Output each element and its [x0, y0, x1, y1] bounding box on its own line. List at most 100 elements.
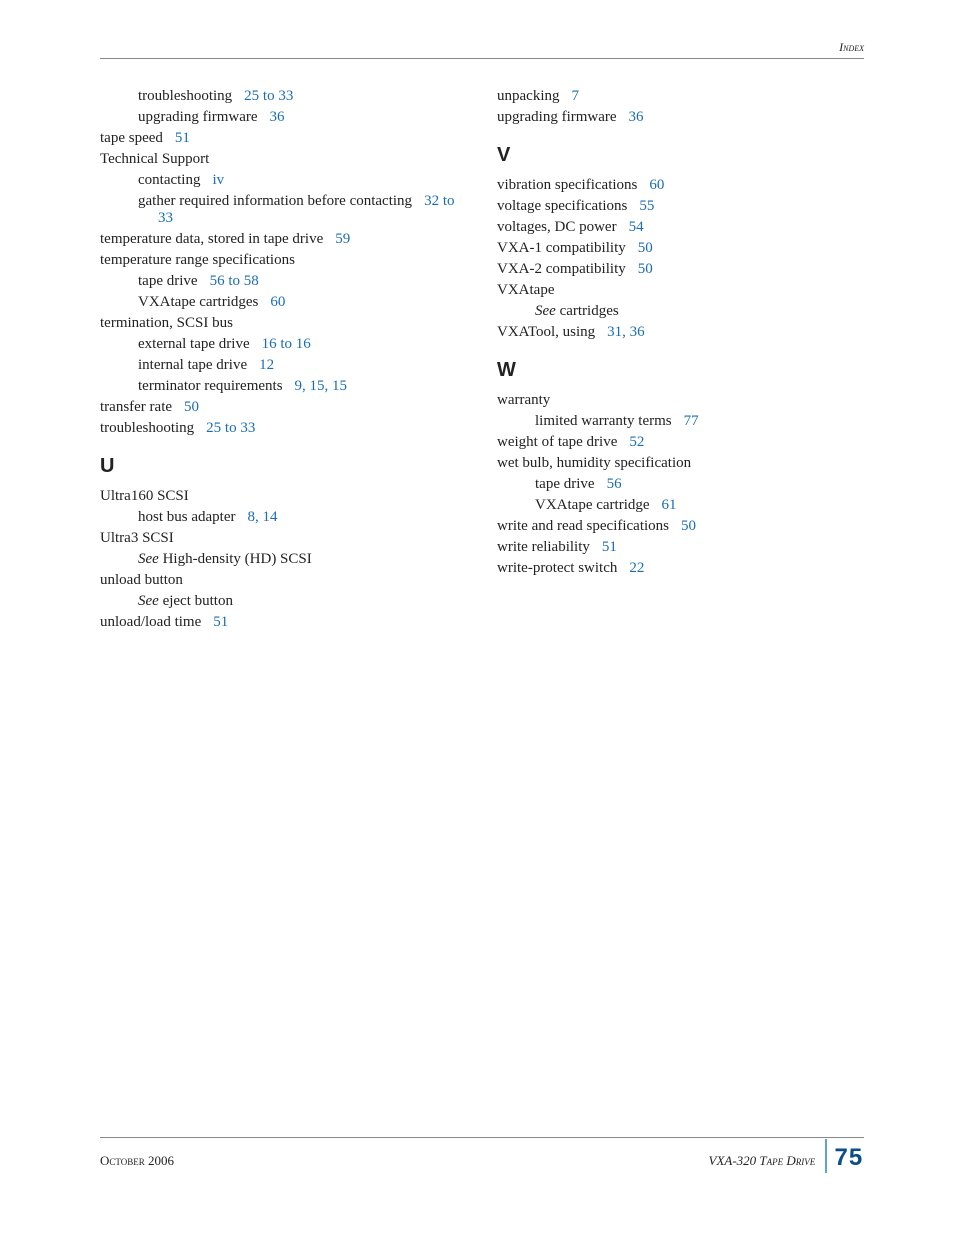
page-reference[interactable]: 12 [259, 357, 274, 373]
index-entry-text: gather required information before conta… [138, 193, 412, 209]
page-reference[interactable]: 25 to 33 [244, 88, 293, 104]
index-entry-text: VXAtape [497, 282, 554, 298]
index-entry: VXAtape cartridge61 [535, 497, 864, 514]
index-entry: temperature data, stored in tape drive59 [100, 231, 467, 248]
index-entry: See eject button [138, 593, 467, 610]
index-entry: upgrading firmware 36 [497, 109, 864, 126]
index-entry: VXATool, using 31, 36 [497, 324, 864, 341]
footer-pagenum-wrap: 75 [835, 1144, 864, 1179]
index-entry-text: terminator requirements [138, 378, 283, 394]
index-entry: See High-density (HD) SCSI [138, 551, 467, 568]
see-label: See [138, 551, 163, 567]
page-reference[interactable]: 51 [175, 130, 190, 146]
index-entry: weight of tape drive 52 [497, 434, 864, 451]
index-entry-text: troubleshooting [138, 88, 232, 104]
index-entry: vibration specifications 60 [497, 177, 864, 194]
page-reference[interactable]: 59 [335, 231, 350, 247]
page-reference[interactable]: 56 [607, 476, 622, 492]
page-reference[interactable]: 50 [638, 261, 653, 277]
see-label: See [138, 593, 163, 609]
index-entry: VXAtape [497, 282, 864, 299]
index-entry-text: Ultra3 SCSI [100, 530, 174, 546]
page-reference[interactable]: 31, 36 [607, 324, 645, 340]
page-reference[interactable]: 50 [184, 399, 199, 415]
index-entry: host bus adapter8, 14 [138, 509, 467, 526]
index-entry: terminator requirements 9, 15, 15 [138, 378, 467, 395]
index-entry: voltages, DC power54 [497, 219, 864, 236]
index-entry: troubleshooting 25 to 33 [138, 88, 467, 105]
index-entry-text: warranty [497, 392, 550, 408]
index-entry-text: contacting [138, 172, 200, 188]
page-reference[interactable]: 16 to 16 [262, 336, 311, 352]
index-entry: write-protect switch22 [497, 560, 864, 577]
page-reference[interactable]: iv [212, 172, 224, 188]
index-entry: VXA-2 compatibility 50 [497, 261, 864, 278]
index-entry-text: troubleshooting [100, 420, 194, 436]
footer: October 2006 VXA-320 Tape Drive 75 [100, 1137, 864, 1179]
index-entry-text: VXAtape cartridges [138, 294, 258, 310]
index-entry-text: termination, SCSI bus [100, 315, 233, 331]
index-entry-text: transfer rate [100, 399, 172, 415]
index-entry: upgrading firmware 36 [138, 109, 467, 126]
page-reference[interactable]: 60 [270, 294, 285, 310]
page-reference[interactable]: 77 [684, 413, 699, 429]
page-reference[interactable]: 9, 15, 15 [295, 378, 348, 394]
page-reference[interactable]: 52 [629, 434, 644, 450]
index-entry: VXAtape cartridges 60 [138, 294, 467, 311]
index-entry: voltage specifications 55 [497, 198, 864, 215]
index-entry-text: limited warranty terms [535, 413, 672, 429]
see-label: See [535, 303, 560, 319]
index-entry: contacting iv [138, 172, 467, 189]
index-entry: internal tape drive12 [138, 357, 467, 374]
footer-date: October 2006 [100, 1153, 174, 1169]
index-entry-text: write reliability [497, 539, 590, 555]
section-letter: V [497, 144, 864, 167]
index-entry-text: unload button [100, 572, 183, 588]
index-entry-text: VXA-2 compatibility [497, 261, 626, 277]
index-entry: tape speed 51 [100, 130, 467, 147]
index-entry: limited warranty terms 77 [535, 413, 864, 430]
page-reference[interactable]: 61 [662, 497, 677, 513]
page-reference[interactable]: 51 [602, 539, 617, 555]
page-reference[interactable]: 8, 14 [247, 509, 277, 525]
index-entry-text: tape speed [100, 130, 163, 146]
index-entry-text: vibration specifications [497, 177, 637, 193]
page-reference[interactable]: 50 [681, 518, 696, 534]
index-entry-text: upgrading firmware [138, 109, 258, 125]
page-reference[interactable]: 36 [270, 109, 285, 125]
index-entry-text: eject button [163, 593, 233, 609]
index-entry-text: voltage specifications [497, 198, 627, 214]
index-entry: external tape drive 16 to 16 [138, 336, 467, 353]
index-entry: warranty [497, 392, 864, 409]
index-entry-text: external tape drive [138, 336, 250, 352]
page-reference[interactable]: 36 [629, 109, 644, 125]
index-entry: tape drive56 to 58 [138, 273, 467, 290]
index-entry: unload button [100, 572, 467, 589]
page-reference[interactable]: 22 [629, 560, 644, 576]
index-entry-text: weight of tape drive [497, 434, 617, 450]
page-reference[interactable]: 54 [629, 219, 644, 235]
top-rule [100, 58, 864, 59]
page-reference[interactable]: 56 to 58 [210, 273, 259, 289]
index-entry: VXA-1 compatibility50 [497, 240, 864, 257]
index-entry: Ultra160 SCSI [100, 488, 467, 505]
index-entry-text: upgrading firmware [497, 109, 617, 125]
index-entry: wet bulb, humidity specification [497, 455, 864, 472]
index-entry: gather required information before conta… [138, 193, 467, 227]
page-reference[interactable]: 7 [571, 88, 579, 104]
page-reference[interactable]: 60 [649, 177, 664, 193]
index-entry: write reliability 51 [497, 539, 864, 556]
index-entry-text: temperature range specifications [100, 252, 295, 268]
footer-right: VXA-320 Tape Drive 75 [709, 1144, 864, 1179]
page-reference[interactable]: 50 [638, 240, 653, 256]
index-entry: termination, SCSI bus [100, 315, 467, 332]
page-reference[interactable]: 51 [213, 614, 228, 630]
index-entry-text: tape drive [535, 476, 595, 492]
index-entry-text: VXATool, using [497, 324, 595, 340]
left-column: troubleshooting 25 to 33 upgrading firmwar… [100, 88, 467, 635]
section-letter: W [497, 359, 864, 382]
index-entry-text: Ultra160 SCSI [100, 488, 189, 504]
index-entry: unload/load time51 [100, 614, 467, 631]
page-reference[interactable]: 25 to 33 [206, 420, 255, 436]
page-reference[interactable]: 55 [639, 198, 654, 214]
